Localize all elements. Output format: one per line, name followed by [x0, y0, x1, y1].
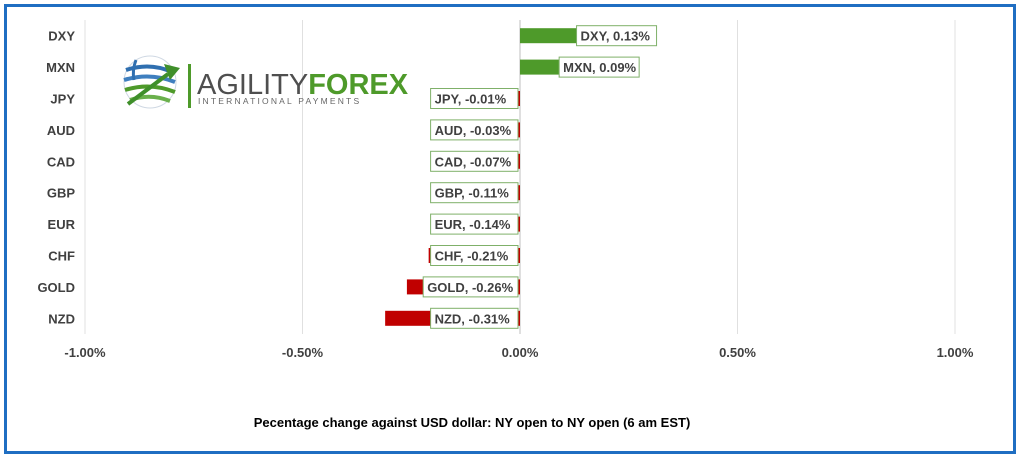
globe-arrow-icon [123, 55, 180, 109]
data-label: GBP, -0.11% [435, 186, 510, 201]
x-tick-label: 1.00% [937, 345, 974, 360]
x-tick-label: 0.50% [719, 345, 756, 360]
chart-caption: Pecentage change against USD dollar: NY … [254, 415, 691, 430]
logo-wordmark: AGILITYFOREX [197, 69, 409, 101]
data-label-box [430, 213, 519, 235]
data-label-box [558, 56, 640, 78]
data-label: CAD, -0.07% [435, 154, 512, 169]
agility-forex-logo: AGILITYFOREX INTERNATIONAL PAYMENTS [123, 55, 409, 109]
data-label: CHF, -0.21% [435, 249, 509, 264]
logo-tagline: INTERNATIONAL PAYMENTS [198, 96, 361, 106]
data-label: DXY, 0.13% [581, 29, 651, 44]
data-label: EUR, -0.14% [435, 217, 511, 232]
data-label-box [430, 88, 519, 109]
data-labels: DXY, 0.13% MXN, 0.09% JPY, -0.01% AUD, -0.0… [422, 25, 658, 329]
category-labels: DXY MXN JPY AUD CAD GBP EUR CHF GOLD NZD [37, 29, 75, 327]
bar [520, 28, 577, 44]
data-label-box [430, 245, 519, 266]
category-label: GOLD [37, 280, 75, 295]
x-tick-label: 0.00% [502, 345, 539, 360]
category-label: AUD [47, 123, 75, 138]
data-label: MXN, 0.09% [563, 60, 636, 75]
data-label: JPY, -0.01% [435, 92, 507, 107]
data-label-box [430, 150, 519, 172]
category-label: CHF [48, 249, 75, 264]
x-axis-ticks: -1.00% -0.50% 0.00% 0.50% 1.00% [64, 345, 973, 360]
category-label: EUR [48, 217, 76, 232]
data-label-box [422, 276, 519, 298]
category-label: GBP [47, 186, 76, 201]
category-label: JPY [50, 92, 75, 107]
x-tick-label: -0.50% [282, 345, 324, 360]
category-label: DXY [48, 29, 75, 44]
category-label: CAD [47, 154, 75, 169]
bar [520, 59, 560, 75]
data-label-box [430, 307, 519, 329]
x-tick-label: -1.00% [64, 345, 106, 360]
data-label: AUD, -0.03% [435, 123, 512, 138]
data-label: GOLD, -0.26% [427, 280, 513, 295]
category-label: MXN [46, 60, 75, 75]
data-label: NZD, -0.31% [435, 311, 511, 326]
data-label-box [430, 182, 519, 204]
logo-divider [188, 64, 191, 108]
category-label: NZD [48, 311, 75, 326]
data-label-box [576, 25, 658, 47]
data-label-box [430, 119, 519, 141]
